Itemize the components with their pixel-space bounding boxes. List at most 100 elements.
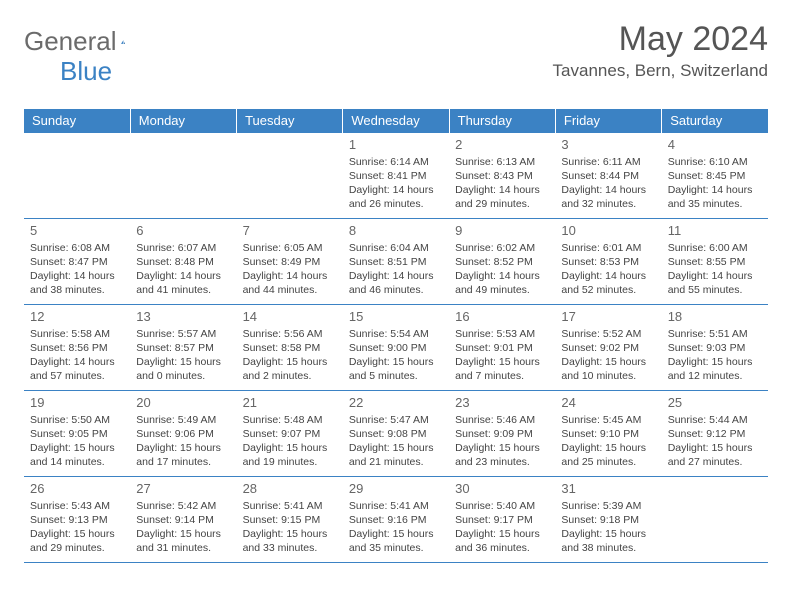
sunset-line: Sunset: 8:53 PM <box>561 255 655 269</box>
sunset-line: Sunset: 9:18 PM <box>561 513 655 527</box>
day-number: 25 <box>668 394 762 412</box>
daylight-line: Daylight: 14 hours and 41 minutes. <box>136 269 230 297</box>
calendar-day-cell: 21Sunrise: 5:48 AMSunset: 9:07 PMDayligh… <box>237 391 343 477</box>
day-header: Friday <box>555 109 661 133</box>
day-header: Wednesday <box>343 109 449 133</box>
day-number: 20 <box>136 394 230 412</box>
day-number: 4 <box>668 136 762 154</box>
sunset-line: Sunset: 9:07 PM <box>243 427 337 441</box>
sunset-line: Sunset: 8:45 PM <box>668 169 762 183</box>
day-number: 19 <box>30 394 124 412</box>
sunrise-line: Sunrise: 5:57 AM <box>136 327 230 341</box>
daylight-line: Daylight: 15 hours and 33 minutes. <box>243 527 337 555</box>
sunset-line: Sunset: 9:09 PM <box>455 427 549 441</box>
calendar-day-cell: 15Sunrise: 5:54 AMSunset: 9:00 PMDayligh… <box>343 305 449 391</box>
sunrise-line: Sunrise: 5:52 AM <box>561 327 655 341</box>
sunset-line: Sunset: 9:13 PM <box>30 513 124 527</box>
sunrise-line: Sunrise: 6:01 AM <box>561 241 655 255</box>
calendar-day-cell: 24Sunrise: 5:45 AMSunset: 9:10 PMDayligh… <box>555 391 661 477</box>
sunrise-line: Sunrise: 5:54 AM <box>349 327 443 341</box>
day-number: 9 <box>455 222 549 240</box>
sunrise-line: Sunrise: 6:11 AM <box>561 155 655 169</box>
sunset-line: Sunset: 8:47 PM <box>30 255 124 269</box>
daylight-line: Daylight: 15 hours and 17 minutes. <box>136 441 230 469</box>
sunset-line: Sunset: 8:58 PM <box>243 341 337 355</box>
calendar-day-cell: 27Sunrise: 5:42 AMSunset: 9:14 PMDayligh… <box>130 477 236 563</box>
sunrise-line: Sunrise: 5:53 AM <box>455 327 549 341</box>
sunrise-line: Sunrise: 5:50 AM <box>30 413 124 427</box>
daylight-line: Daylight: 15 hours and 38 minutes. <box>561 527 655 555</box>
calendar-day-cell: 6Sunrise: 6:07 AMSunset: 8:48 PMDaylight… <box>130 219 236 305</box>
daylight-line: Daylight: 15 hours and 12 minutes. <box>668 355 762 383</box>
daylight-line: Daylight: 14 hours and 38 minutes. <box>30 269 124 297</box>
daylight-line: Daylight: 15 hours and 35 minutes. <box>349 527 443 555</box>
sunset-line: Sunset: 8:52 PM <box>455 255 549 269</box>
sunset-line: Sunset: 8:44 PM <box>561 169 655 183</box>
sunrise-line: Sunrise: 6:04 AM <box>349 241 443 255</box>
calendar-day-cell: 11Sunrise: 6:00 AMSunset: 8:55 PMDayligh… <box>662 219 768 305</box>
sunrise-line: Sunrise: 6:05 AM <box>243 241 337 255</box>
sunrise-line: Sunrise: 6:14 AM <box>349 155 443 169</box>
day-number: 22 <box>349 394 443 412</box>
daylight-line: Daylight: 14 hours and 49 minutes. <box>455 269 549 297</box>
day-number: 26 <box>30 480 124 498</box>
sunset-line: Sunset: 9:03 PM <box>668 341 762 355</box>
calendar-header-row: SundayMondayTuesdayWednesdayThursdayFrid… <box>24 109 768 133</box>
sunrise-line: Sunrise: 6:08 AM <box>30 241 124 255</box>
sunrise-line: Sunrise: 5:41 AM <box>243 499 337 513</box>
day-number: 5 <box>30 222 124 240</box>
sunrise-line: Sunrise: 5:51 AM <box>668 327 762 341</box>
sunrise-line: Sunrise: 5:42 AM <box>136 499 230 513</box>
day-number: 2 <box>455 136 549 154</box>
daylight-line: Daylight: 15 hours and 19 minutes. <box>243 441 337 469</box>
sunrise-line: Sunrise: 6:10 AM <box>668 155 762 169</box>
sunset-line: Sunset: 8:41 PM <box>349 169 443 183</box>
sunset-line: Sunset: 9:10 PM <box>561 427 655 441</box>
daylight-line: Daylight: 15 hours and 31 minutes. <box>136 527 230 555</box>
daylight-line: Daylight: 14 hours and 57 minutes. <box>30 355 124 383</box>
day-number: 14 <box>243 308 337 326</box>
sunset-line: Sunset: 8:51 PM <box>349 255 443 269</box>
calendar-day-cell: 4Sunrise: 6:10 AMSunset: 8:45 PMDaylight… <box>662 133 768 219</box>
day-header: Monday <box>130 109 236 133</box>
daylight-line: Daylight: 14 hours and 52 minutes. <box>561 269 655 297</box>
calendar-body: 1Sunrise: 6:14 AMSunset: 8:41 PMDaylight… <box>24 133 768 563</box>
sunset-line: Sunset: 9:12 PM <box>668 427 762 441</box>
calendar-day-cell: 14Sunrise: 5:56 AMSunset: 8:58 PMDayligh… <box>237 305 343 391</box>
sunset-line: Sunset: 8:55 PM <box>668 255 762 269</box>
sunset-line: Sunset: 9:17 PM <box>455 513 549 527</box>
sunrise-line: Sunrise: 5:39 AM <box>561 499 655 513</box>
calendar-day-cell: 23Sunrise: 5:46 AMSunset: 9:09 PMDayligh… <box>449 391 555 477</box>
day-number: 6 <box>136 222 230 240</box>
sunrise-line: Sunrise: 5:46 AM <box>455 413 549 427</box>
logo: General <box>24 26 149 57</box>
day-number: 8 <box>349 222 443 240</box>
sunset-line: Sunset: 9:08 PM <box>349 427 443 441</box>
calendar-day-cell: 10Sunrise: 6:01 AMSunset: 8:53 PMDayligh… <box>555 219 661 305</box>
sunrise-line: Sunrise: 5:45 AM <box>561 413 655 427</box>
calendar-day-cell: 2Sunrise: 6:13 AMSunset: 8:43 PMDaylight… <box>449 133 555 219</box>
day-number: 11 <box>668 222 762 240</box>
daylight-line: Daylight: 15 hours and 10 minutes. <box>561 355 655 383</box>
daylight-line: Daylight: 14 hours and 26 minutes. <box>349 183 443 211</box>
day-number: 10 <box>561 222 655 240</box>
sunrise-line: Sunrise: 6:00 AM <box>668 241 762 255</box>
calendar-day-cell: 28Sunrise: 5:41 AMSunset: 9:15 PMDayligh… <box>237 477 343 563</box>
calendar-day-cell: 25Sunrise: 5:44 AMSunset: 9:12 PMDayligh… <box>662 391 768 477</box>
sunrise-line: Sunrise: 6:07 AM <box>136 241 230 255</box>
sunset-line: Sunset: 9:01 PM <box>455 341 549 355</box>
daylight-line: Daylight: 15 hours and 25 minutes. <box>561 441 655 469</box>
calendar-day-cell: 18Sunrise: 5:51 AMSunset: 9:03 PMDayligh… <box>662 305 768 391</box>
calendar-day-cell <box>24 133 130 219</box>
daylight-line: Daylight: 15 hours and 0 minutes. <box>136 355 230 383</box>
day-number: 3 <box>561 136 655 154</box>
month-title: May 2024 <box>553 20 768 59</box>
daylight-line: Daylight: 15 hours and 29 minutes. <box>30 527 124 555</box>
calendar-day-cell <box>237 133 343 219</box>
calendar-week-row: 5Sunrise: 6:08 AMSunset: 8:47 PMDaylight… <box>24 219 768 305</box>
daylight-line: Daylight: 14 hours and 32 minutes. <box>561 183 655 211</box>
daylight-line: Daylight: 15 hours and 27 minutes. <box>668 441 762 469</box>
daylight-line: Daylight: 14 hours and 35 minutes. <box>668 183 762 211</box>
logo-sail-icon <box>121 31 125 53</box>
logo-text-blue: Blue <box>60 56 112 87</box>
